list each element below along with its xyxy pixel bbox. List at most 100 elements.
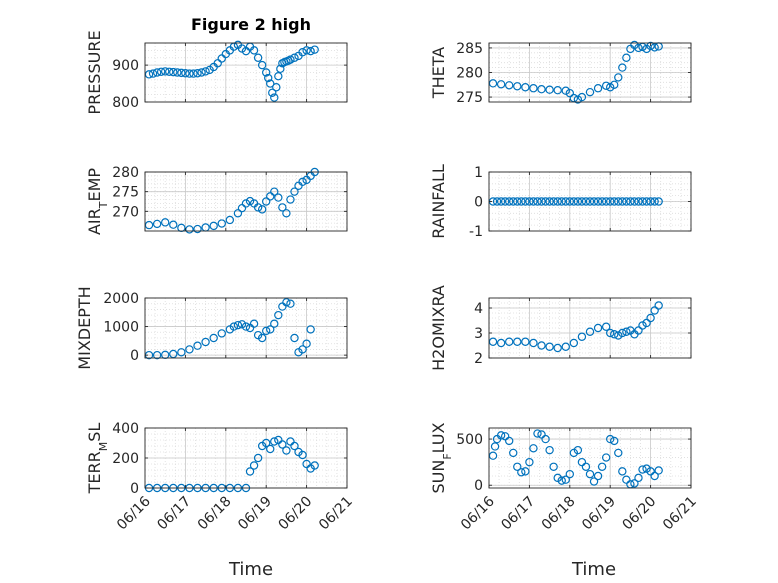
data-point	[177, 68, 186, 78]
y-tick-label: 2000	[103, 291, 139, 307]
data-point	[156, 67, 166, 76]
data-point	[496, 338, 506, 348]
data-point	[610, 197, 619, 206]
y-axis-label: THETA	[429, 47, 448, 99]
data-point	[585, 197, 595, 206]
data-point	[505, 81, 514, 90]
data-point	[505, 197, 514, 206]
data-point	[290, 187, 299, 196]
data-point	[264, 73, 273, 83]
data-point	[549, 462, 558, 471]
data-point	[505, 337, 514, 346]
data-point	[237, 320, 247, 329]
data-point	[646, 41, 655, 51]
data-point	[270, 93, 279, 102]
data-point	[185, 345, 194, 354]
data-point	[618, 63, 627, 72]
data-point	[593, 84, 603, 93]
data-point	[270, 187, 279, 196]
data-point	[257, 60, 267, 70]
y-tick-label: 275	[112, 185, 139, 201]
data-point	[262, 68, 271, 77]
data-point	[270, 437, 279, 446]
data-point	[630, 479, 639, 488]
data-point	[614, 448, 623, 458]
data-point	[545, 197, 554, 206]
y-tick-label: 280	[456, 66, 483, 82]
data-point	[201, 67, 210, 76]
data-point	[561, 342, 570, 351]
data-point	[225, 215, 235, 225]
data-point	[638, 465, 647, 474]
data-point	[286, 55, 295, 64]
y-axis-label: PRESSURE	[85, 30, 104, 114]
data-point	[302, 339, 311, 348]
data-point	[577, 92, 587, 102]
data-point	[496, 80, 506, 89]
data-point	[217, 219, 226, 228]
x-tick-label: 06/20	[620, 494, 660, 534]
data-point	[654, 301, 663, 310]
axes-box	[144, 297, 348, 359]
data-point	[310, 45, 319, 54]
data-point	[521, 83, 530, 92]
data-point	[541, 197, 550, 206]
x-tick-label: 06/19	[579, 494, 619, 534]
data-point	[529, 338, 538, 348]
data-point	[276, 64, 285, 74]
data-point	[610, 330, 619, 339]
y-tick-label: 800	[112, 95, 139, 111]
data-point	[169, 220, 178, 229]
data-point	[262, 197, 271, 206]
y-tick-label: 275	[456, 90, 483, 106]
data-point	[241, 199, 251, 208]
data-point	[306, 325, 315, 334]
y-tick-label: 1000	[103, 320, 139, 336]
data-point	[169, 67, 178, 77]
x-tick-label: 06/18	[195, 494, 235, 534]
data-point	[654, 197, 663, 206]
data-point	[496, 431, 506, 440]
axes-box	[488, 427, 692, 489]
subplot-rainfall: -1 0 1 RAINFALL	[429, 164, 692, 240]
x-axis-label-right: Time	[571, 559, 616, 580]
data-point	[278, 203, 287, 212]
data-point	[525, 457, 534, 467]
data-point	[274, 193, 283, 202]
data-point	[298, 177, 307, 187]
data-point	[630, 197, 639, 206]
data-point	[618, 467, 627, 476]
y-axis-label: MIXDEPTH	[75, 286, 94, 369]
data-point	[614, 73, 623, 82]
data-point	[253, 453, 263, 463]
data-point	[553, 197, 562, 206]
x-tick-label: 06/16	[458, 493, 498, 533]
data-point	[492, 197, 502, 206]
data-point	[270, 319, 279, 328]
data-point	[573, 445, 583, 455]
data-point	[249, 461, 259, 470]
data-point	[253, 203, 263, 212]
data-point	[496, 197, 506, 206]
data-point	[262, 326, 271, 336]
data-point	[148, 69, 158, 78]
data-point	[213, 59, 222, 68]
data-point	[278, 440, 287, 449]
axes-box	[488, 297, 692, 359]
data-point	[561, 475, 570, 484]
data-point	[557, 197, 566, 206]
data-point	[565, 197, 575, 206]
data-point	[193, 224, 202, 234]
data-point	[160, 218, 170, 227]
data-point	[593, 323, 603, 333]
y-tick-label: 500	[456, 432, 483, 448]
data-point	[257, 333, 267, 343]
data-point	[500, 197, 510, 206]
data-point	[185, 69, 194, 78]
axes-box	[144, 171, 348, 232]
x-tick-label: 06/16	[114, 493, 154, 533]
data-point	[509, 197, 518, 206]
